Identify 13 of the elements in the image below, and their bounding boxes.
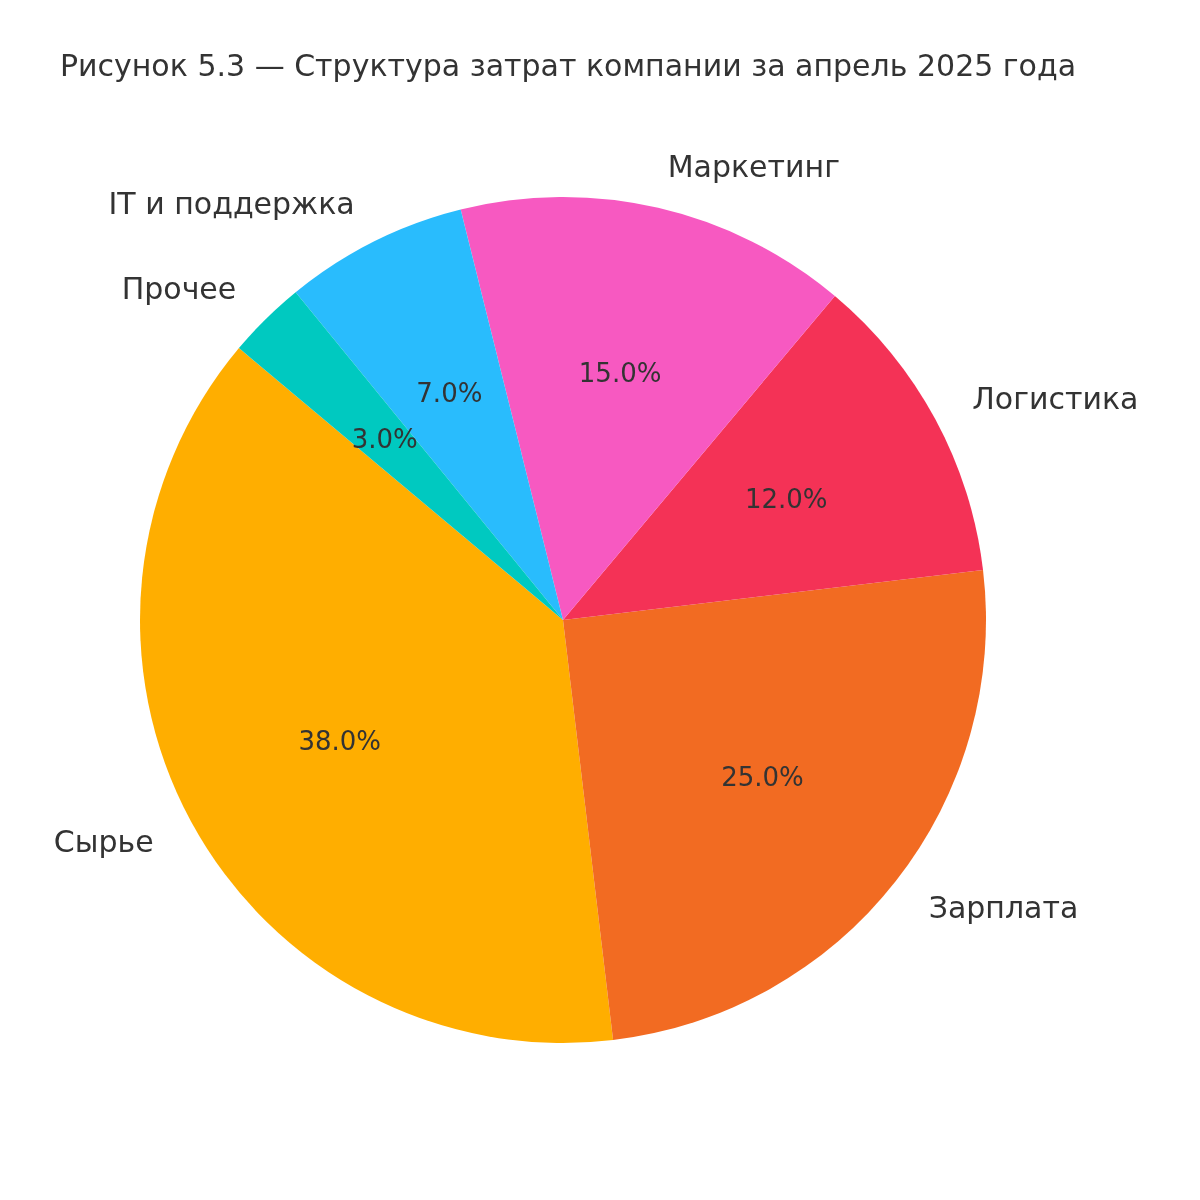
data-label: 3.0% (351, 424, 418, 455)
data-label: 12.0% (744, 484, 828, 515)
data-label: 25.0% (721, 761, 804, 792)
slice-label: Прочее (121, 271, 237, 307)
data-label: 38.0% (298, 725, 382, 756)
slice-label: Зарплата (928, 890, 1079, 926)
slice-label: IT и поддержка (108, 186, 355, 222)
slice-label: Маркетинг (667, 149, 840, 185)
slice-label: Сырье (53, 823, 154, 859)
chart-title: Рисунок 5.3 — Структура затрат компании за апрель 2025 года (59, 47, 1077, 83)
data-label: 15.0% (578, 357, 662, 388)
data-label: 7.0% (416, 378, 483, 409)
slice-label: Логистика (972, 381, 1139, 417)
